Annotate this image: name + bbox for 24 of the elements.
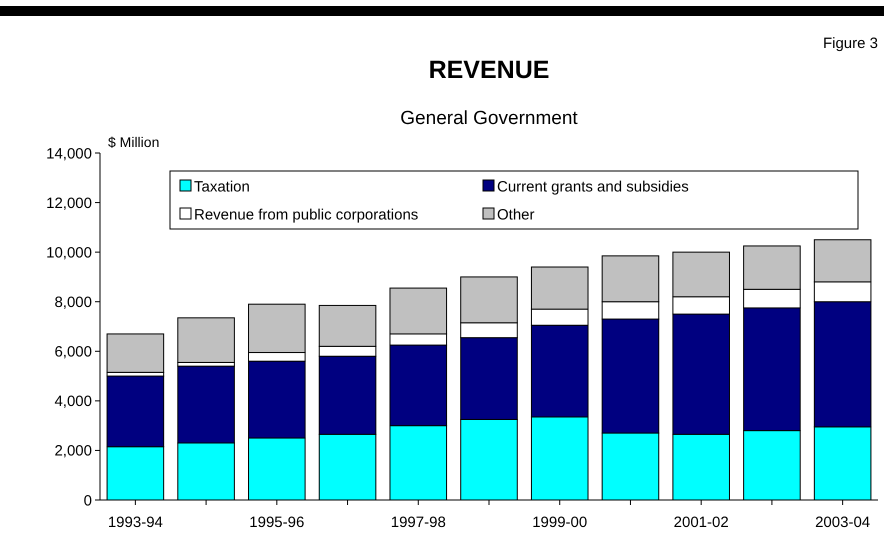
x-tick-label: 2001-02	[674, 514, 729, 531]
bar	[177, 317, 235, 363]
legend-label: Current grants and subsidies	[497, 178, 689, 196]
legend-label: Other	[497, 206, 535, 224]
chart-title: REVENUE	[428, 56, 550, 84]
x-tick-label: 1997-98	[390, 514, 446, 531]
bar	[106, 333, 164, 373]
y-axis-title: $ Million	[108, 134, 160, 150]
chart-subtitle: General Government	[400, 108, 578, 129]
x-tick-label: 1993-94	[108, 514, 163, 531]
caption: Figure 3	[822, 35, 878, 52]
x-tick-label: 2003-04	[815, 514, 870, 531]
y-tick-label: 8,000	[54, 294, 92, 311]
y-tick-label: 0	[84, 492, 92, 510]
y-tick-label: 12,000	[46, 194, 92, 212]
y-tick-label: 2,000	[54, 442, 92, 460]
legend-label: Revenue from public corporations	[194, 206, 418, 224]
y-tick-label: 10,000	[46, 244, 92, 262]
x-tick-label: 1999-00	[532, 514, 588, 531]
y-tick-label: 4,000	[54, 393, 92, 410]
x-tick-label: 1995-96	[249, 514, 304, 531]
y-tick-label: 6,000	[54, 344, 92, 361]
legend-label: Taxation	[194, 178, 250, 196]
y-tick-label: 14,000	[46, 145, 92, 162]
